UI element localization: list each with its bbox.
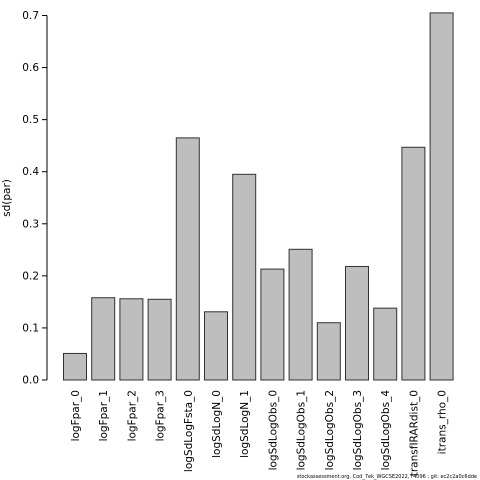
y-axis-label: sd(par) (1, 179, 13, 217)
bar-transfIRARdist_0 (401, 146, 426, 381)
x-tick-label: logSdLogObs_3 (352, 390, 364, 470)
bar-logFpar_0 (63, 352, 87, 381)
bar-logSdLogN_0 (204, 311, 228, 381)
x-tick-label: logSdLogN_1 (239, 390, 251, 458)
y-axis: 0.0 0.1 0.2 0.3 0.4 0.5 0.6 0.7 (22, 10, 48, 387)
footer-note: stockassessment.org, Cod_7ek_WGCSE2022, … (297, 474, 477, 480)
y-tick-label: 0.1 (22, 322, 39, 334)
bar-logFpar_3 (147, 298, 172, 381)
x-tick-labels: logFpar_0 logFpar_1 logFpar_2 logFpar_3 logS… (70, 390, 449, 477)
bar-logFpar_2 (119, 298, 144, 381)
y-tick-label: 0.5 (22, 114, 39, 126)
bar-logSdLogN_1 (232, 173, 257, 381)
x-tick-label: logSdLogN_0 (211, 390, 223, 458)
y-tick-label: 0.4 (22, 166, 39, 178)
y-tick-label: 0.7 (22, 10, 39, 22)
y-tick-label: 0.2 (22, 270, 39, 282)
y-tick-label: 0.3 (22, 218, 39, 230)
bars (63, 12, 454, 381)
x-tick-label: logFpar_2 (126, 390, 138, 441)
bar-logSdLogObs_1 (288, 248, 313, 381)
x-tick-label: logFpar_1 (98, 390, 110, 441)
bar-logSdLogFsta_0 (175, 137, 200, 381)
x-tick-label: logSdLogObs_0 (267, 390, 279, 470)
x-tick-label: logSdLogFsta_0 (183, 390, 195, 472)
bar-logSdLogObs_3 (345, 265, 369, 381)
bar-itrans_rho_0 (429, 12, 454, 381)
bar-logSdLogObs_2 (316, 322, 341, 381)
bar-logFpar_1 (91, 297, 116, 381)
x-tick-label: logSdLogObs_1 (296, 390, 308, 470)
x-tick-label: logFpar_0 (70, 390, 82, 441)
x-tick-label: itrans_rho_0 (437, 390, 449, 454)
x-tick-label: logSdLogObs_4 (380, 390, 392, 471)
y-tick-label: 0.0 (22, 375, 39, 387)
x-tick-label: logFpar_3 (155, 390, 167, 441)
y-tick-label: 0.6 (22, 62, 39, 74)
bar-logSdLogObs_0 (260, 268, 285, 381)
bar-logSdLogObs_4 (373, 307, 398, 381)
x-tick-label: logSdLogObs_2 (324, 390, 336, 470)
x-tick-label: transfIRARdist_0 (408, 390, 420, 476)
